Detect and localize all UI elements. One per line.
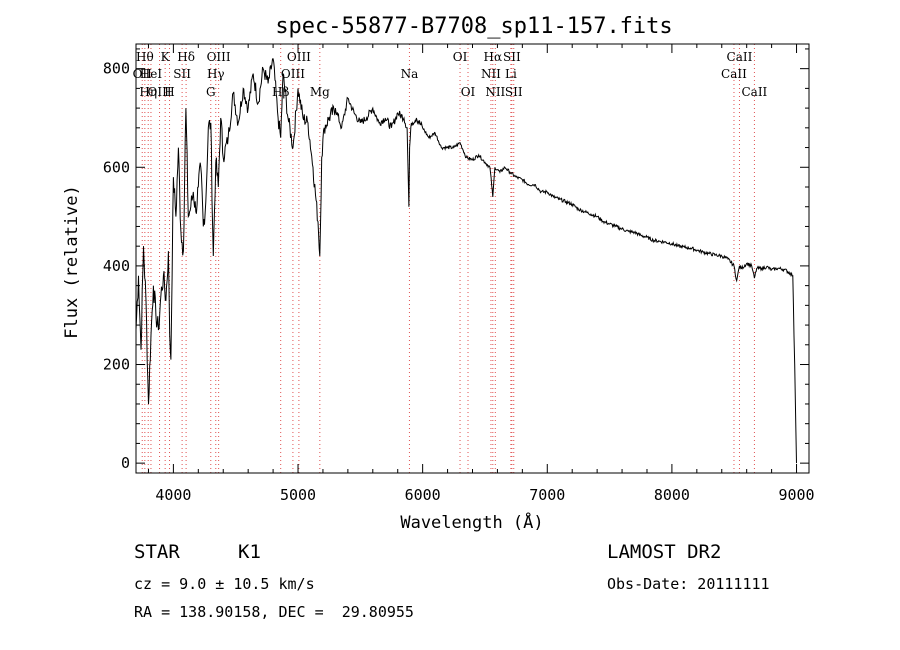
y-tick-label: 800	[103, 60, 130, 78]
x-axis-label: Wavelength (Å)	[400, 511, 543, 533]
survey-name: LAMOST DR2	[607, 541, 722, 563]
y-axis-ticks: 0 200 400 600 800	[103, 48, 809, 472]
spectral-line-label: OI	[461, 85, 476, 99]
y-axis-label: Flux (relative)	[62, 185, 82, 339]
spectral-line-label: OIII	[148, 85, 172, 99]
spectral-line-label: SII	[505, 85, 523, 99]
spectral-line-label: H	[164, 85, 174, 99]
spectral-line-label: NII	[485, 85, 505, 99]
spectral-line-label: Hδ	[177, 50, 195, 64]
x-tick-label: 5000	[280, 486, 316, 504]
x-tick-label: 4000	[155, 486, 191, 504]
y-tick-label: 600	[103, 158, 130, 176]
spectral-line-label: NII	[481, 67, 501, 81]
redshift-velocity: cz = 9.0 ± 10.5 km/s	[134, 575, 315, 593]
spectral-line-labels: OII Hθ Hη HeI OIII K H SII Hδ G Hγ OIII Hβ OIII OIII Mg…	[133, 50, 768, 99]
chart-title: spec-55877-B7708_sp11-157.fits	[275, 14, 672, 39]
spectral-line-label: CaII	[721, 67, 747, 81]
spectral-line-label: K	[161, 50, 171, 64]
x-tick-label: 6000	[405, 486, 441, 504]
x-axis-ticks: 4000 5000 6000 7000 8000 9000	[147, 44, 815, 504]
spectral-line-label: Mg	[310, 85, 330, 99]
spectral-line-label: G	[206, 85, 216, 99]
spectral-line-label: Hη	[139, 85, 157, 99]
spectral-line-label: OI	[453, 50, 468, 64]
spectral-line-label: SII	[503, 50, 521, 64]
spectral-line-label: Hγ	[207, 67, 225, 81]
x-tick-label: 9000	[778, 486, 814, 504]
spectral-line-label: OII	[133, 67, 153, 81]
spectral-line-label: Na	[401, 67, 419, 81]
spectral-subclass: K1	[238, 541, 261, 563]
spectral-line-label: HeI	[140, 67, 163, 81]
spectral-line-label: Li	[505, 67, 517, 81]
spectral-line-label: OIII	[287, 50, 311, 64]
spectral-line-label: CaII	[741, 85, 767, 99]
spectral-line-label: CaII	[727, 50, 753, 64]
spectral-line-markers	[141, 44, 755, 473]
spectral-line-label: SII	[173, 67, 191, 81]
y-tick-label: 400	[103, 257, 130, 275]
observation-date: Obs-Date: 20111111	[607, 575, 770, 593]
x-tick-label: 8000	[654, 486, 690, 504]
y-tick-label: 200	[103, 356, 130, 374]
spectral-line-label: OIII	[207, 50, 231, 64]
object-type: STAR	[134, 541, 180, 563]
spectrum-series-line	[135, 58, 797, 464]
y-tick-label: 0	[121, 454, 130, 472]
spectral-line-label: OIII	[281, 67, 305, 81]
x-tick-label: 7000	[529, 486, 565, 504]
spectral-line-label: Hβ	[272, 85, 289, 99]
coordinates: RA = 138.90158, DEC = 29.80955	[134, 603, 414, 621]
spectral-line-label: Hθ	[136, 50, 154, 64]
spectral-line-label: Hα	[484, 50, 503, 64]
plot-frame	[135, 43, 810, 474]
